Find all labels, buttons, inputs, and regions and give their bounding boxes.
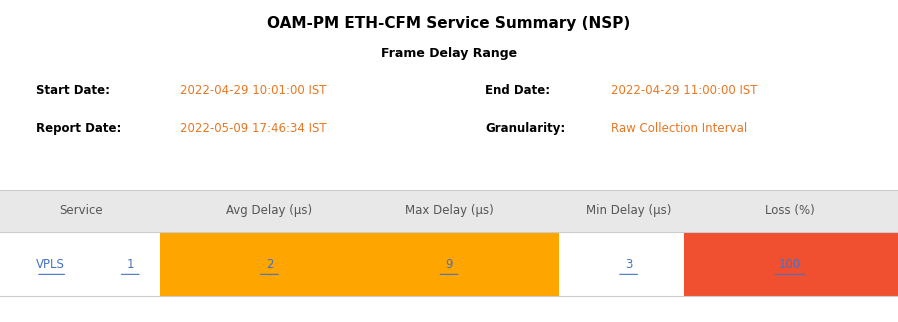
FancyBboxPatch shape: [684, 232, 898, 296]
Text: OAM-PM ETH-CFM Service Summary (NSP): OAM-PM ETH-CFM Service Summary (NSP): [268, 16, 630, 31]
Text: 3: 3: [625, 258, 632, 270]
Text: Raw Collection Interval: Raw Collection Interval: [611, 122, 747, 135]
FancyBboxPatch shape: [0, 190, 898, 232]
Text: End Date:: End Date:: [485, 84, 550, 97]
Text: Max Delay (μs): Max Delay (μs): [405, 204, 493, 217]
Text: Loss (%): Loss (%): [765, 204, 815, 217]
Text: Report Date:: Report Date:: [36, 122, 121, 135]
Text: 100: 100: [779, 258, 801, 270]
Text: 2022-04-29 10:01:00 IST: 2022-04-29 10:01:00 IST: [180, 84, 326, 97]
Text: VPLS: VPLS: [36, 258, 65, 270]
Text: Start Date:: Start Date:: [36, 84, 110, 97]
Text: Frame Delay Range: Frame Delay Range: [381, 47, 517, 60]
Text: Granularity:: Granularity:: [485, 122, 565, 135]
FancyBboxPatch shape: [160, 232, 559, 296]
Text: 2: 2: [266, 258, 273, 270]
Text: 1: 1: [127, 258, 134, 270]
Text: 2022-04-29 11:00:00 IST: 2022-04-29 11:00:00 IST: [611, 84, 757, 97]
Text: 9: 9: [445, 258, 453, 270]
Text: Min Delay (μs): Min Delay (μs): [585, 204, 672, 217]
Text: Avg Delay (μs): Avg Delay (μs): [226, 204, 313, 217]
Text: 2022-05-09 17:46:34 IST: 2022-05-09 17:46:34 IST: [180, 122, 326, 135]
Text: Service: Service: [59, 204, 102, 217]
